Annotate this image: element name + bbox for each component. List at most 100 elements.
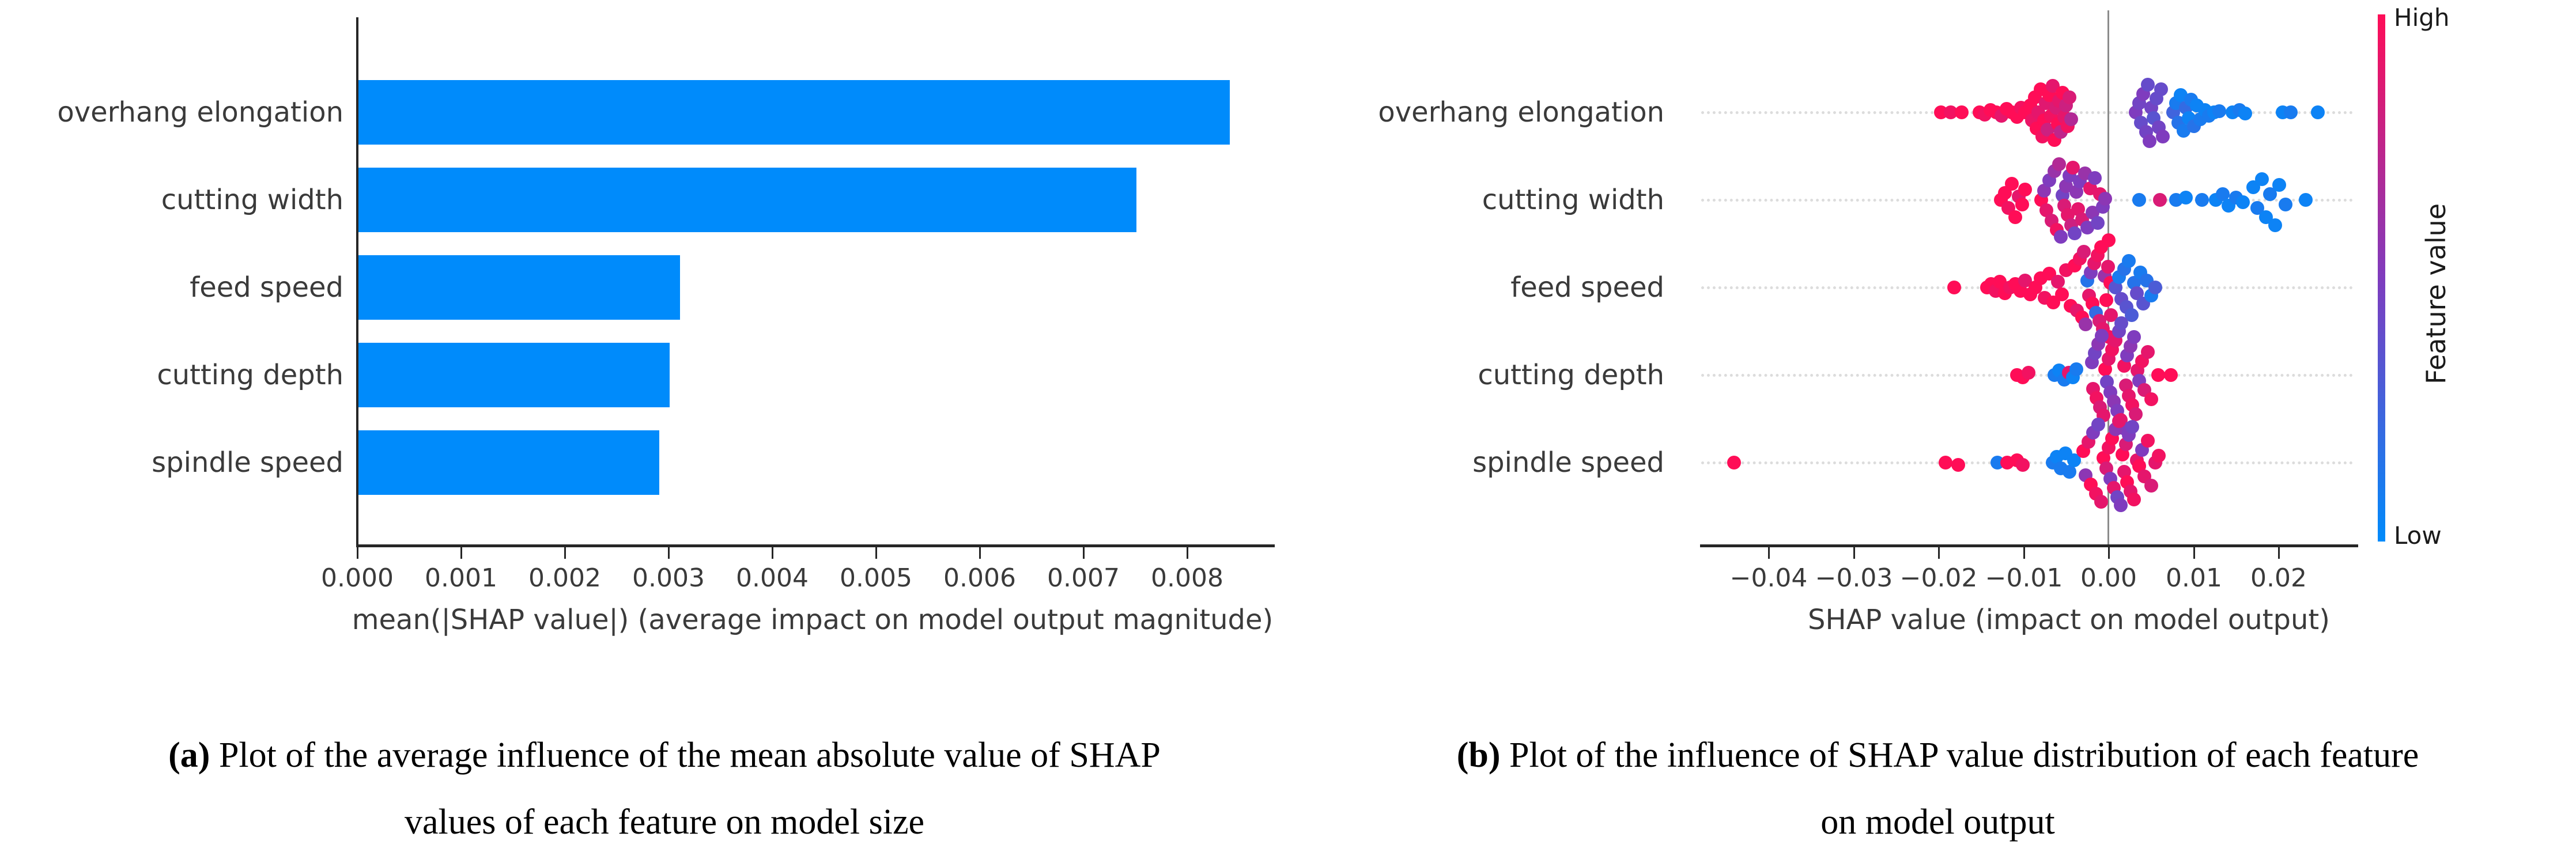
panel-a-category-label: cutting depth: [157, 359, 343, 391]
panel-b-tick-label: −0.03: [1815, 563, 1893, 593]
swarm-dot: [2051, 275, 2065, 289]
caption-a-line2: values of each feature on model size: [404, 802, 925, 842]
swarm-dot: [2284, 105, 2298, 119]
panel-a-tick-mark: [772, 546, 773, 559]
swarm-dot: [2098, 192, 2112, 206]
panel-a-tick-mark: [1187, 546, 1188, 559]
panel-b-category-label: overhang elongation: [1378, 96, 1664, 128]
swarm-dot: [2127, 330, 2141, 344]
swarm-dot: [2164, 368, 2178, 382]
swarm-dot: [1727, 456, 1741, 470]
panel-a-tick-mark: [564, 546, 566, 559]
colorbar-low-label: Low: [2394, 521, 2442, 550]
swarm-dot: [2063, 90, 2076, 104]
swarm-dot: [1951, 458, 1965, 472]
swarm-dot: [2144, 479, 2158, 493]
swarm-dot: [1939, 456, 1952, 470]
caption-b-label: (b): [1456, 736, 1501, 775]
swarm-dot: [2153, 193, 2167, 207]
swarm-dot: [2279, 198, 2292, 211]
panel-a-x-axis-title: mean(|SHAP value|) (average impact on mo…: [352, 604, 1274, 636]
swarm-dot: [2063, 465, 2076, 479]
panel-a-category-label: spindle speed: [152, 446, 343, 479]
caption-b-line1: (b) Plot of the influence of SHAP value …: [1456, 736, 2419, 775]
swarm-dot: [2148, 281, 2162, 294]
caption-b-line2: on model output: [1820, 802, 2055, 842]
panel-a-tick-label: 0.003: [632, 563, 705, 593]
panel-b-tick-mark: [1853, 546, 1855, 559]
panel-b-tick-mark: [2278, 546, 2280, 559]
swarm-dot: [2052, 157, 2066, 171]
swarm-dot: [1955, 105, 1969, 119]
swarm-dot: [2129, 407, 2143, 421]
panel-b-tick-label: −0.02: [1899, 563, 1978, 593]
swarm-dot: [2054, 230, 2068, 244]
swarm-dot: [2114, 498, 2128, 512]
swarm-dot: [2156, 130, 2170, 143]
colorbar-high-label: High: [2394, 3, 2450, 32]
swarm-dot: [2236, 195, 2250, 209]
swarm-dot: [2114, 316, 2128, 330]
swarm-dot: [2125, 420, 2139, 434]
swarm-dot: [1947, 281, 1961, 294]
swarm-dot: [2008, 210, 2022, 224]
panel-a-tick-label: 0.001: [425, 563, 497, 593]
panel-b-tick-mark: [1938, 546, 1940, 559]
panel-a-y-axis-line: [356, 17, 358, 546]
panel-a-tick-mark: [875, 546, 877, 559]
panel-a-tick-label: 0.004: [736, 563, 809, 593]
panel-a-category-label: cutting width: [161, 184, 343, 216]
swarm-dot: [2099, 293, 2113, 307]
panel-b-tick-mark: [1768, 546, 1770, 559]
panel-a-category-label: overhang elongation: [57, 96, 343, 128]
swarm-dot: [2141, 434, 2155, 448]
swarm-dot: [2152, 449, 2166, 463]
panel-b-tick-mark: [2193, 546, 2195, 559]
panel-b-tick-label: −0.04: [1729, 563, 1808, 593]
bar-cutting-depth: [358, 343, 670, 407]
swarm-dot: [2069, 362, 2083, 376]
panel-a-tick-label: 0.006: [943, 563, 1016, 593]
swarm-dot: [2122, 254, 2136, 268]
caption-a-line1: (a) Plot of the average influence of the…: [168, 736, 1161, 775]
panel-b-tick-label: −0.01: [1985, 563, 2063, 593]
swarm-dot: [2311, 105, 2325, 119]
swarm-dot: [2212, 104, 2226, 118]
swarm-dot: [2195, 193, 2209, 207]
panel-a-tick-mark: [357, 546, 358, 559]
swarm-dot: [2151, 368, 2165, 382]
swarm-dot: [2238, 107, 2252, 120]
panel-b-category-label: feed speed: [1510, 271, 1664, 304]
panel-a-tick-label: 0.002: [528, 563, 601, 593]
swarm-dot: [2141, 345, 2155, 359]
swarm-dot: [2132, 193, 2146, 207]
swarm-dot: [2127, 493, 2141, 506]
swarm-dot: [2112, 414, 2126, 428]
swarm-dot: [2015, 198, 2029, 211]
swarm-dot: [2143, 134, 2156, 148]
panel-b-tick-mark: [2023, 546, 2025, 559]
swarm-dot: [2064, 112, 2078, 126]
swarm-dot: [2299, 193, 2313, 207]
swarm-dot: [2055, 287, 2069, 301]
panel-b-tick-label: 0.00: [2080, 563, 2137, 593]
colorbar-title: Feature value: [2420, 203, 2452, 385]
swarm-dot: [2022, 366, 2035, 380]
swarm-dot: [2016, 458, 2030, 472]
panel-b-tick-label: 0.02: [2250, 563, 2307, 593]
swarm-dot: [2068, 226, 2082, 240]
panel-a-tick-label: 0.008: [1151, 563, 1223, 593]
panel-a-x-axis-line: [356, 544, 1275, 547]
panel-b-x-axis-line: [1700, 544, 2358, 547]
panel-a-tick-label: 0.005: [840, 563, 912, 593]
panel-b-category-label: cutting width: [1482, 184, 1664, 216]
swarm-dot: [2272, 178, 2286, 192]
swarm-dot: [2088, 171, 2102, 185]
swarm-dot: [2179, 191, 2193, 205]
panel-a-tick-mark: [1083, 546, 1085, 559]
bar-cutting-width: [358, 168, 1136, 232]
swarm-dot: [2091, 216, 2105, 230]
panel-a-category-label: feed speed: [190, 271, 343, 304]
swarm-dot: [2091, 418, 2105, 431]
panel-a-tick-mark: [460, 546, 462, 559]
